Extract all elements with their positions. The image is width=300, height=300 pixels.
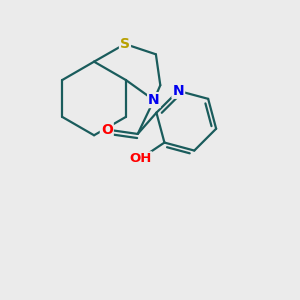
Text: S: S <box>120 37 130 51</box>
Text: N: N <box>148 93 160 107</box>
Text: N: N <box>172 84 184 98</box>
Text: O: O <box>101 122 113 136</box>
Text: OH: OH <box>129 152 152 165</box>
